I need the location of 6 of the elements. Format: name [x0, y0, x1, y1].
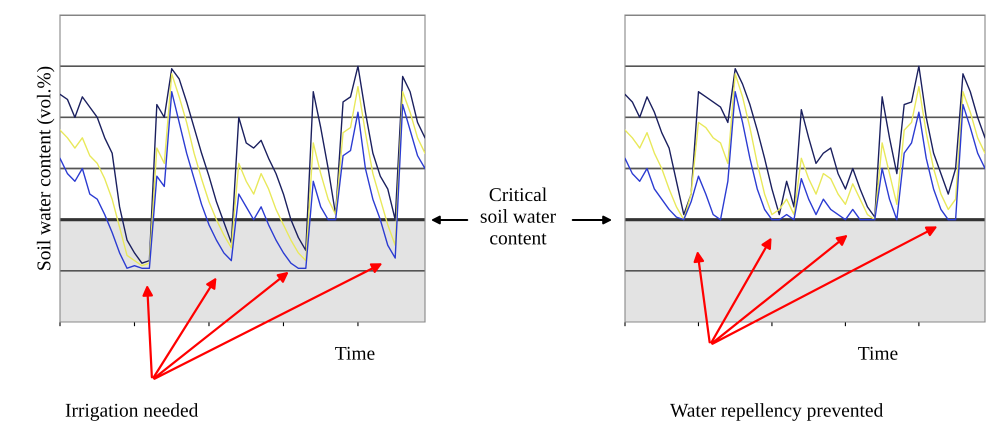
x-axis-title: Time: [335, 346, 375, 360]
text: Irrigation needed: [66, 403, 198, 421]
y-axis-title: Soil water content (vol.%): [36, 66, 54, 270]
x-axis-title: Time: [858, 346, 898, 360]
ref-line-label: Critical soil water content: [480, 188, 556, 245]
text: Water repellency prevented: [670, 403, 884, 421]
